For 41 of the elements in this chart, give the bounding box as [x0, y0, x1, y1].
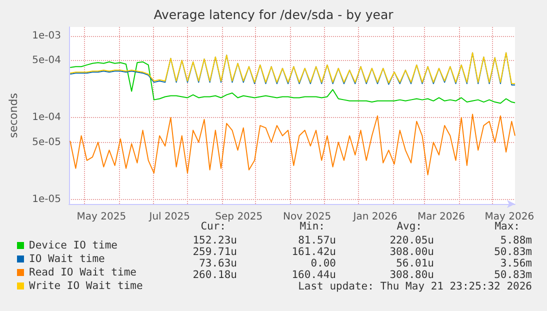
text: 56.01u: [396, 258, 434, 270]
text: 308.80u: [390, 269, 434, 281]
y-axis-title: seconds: [7, 92, 20, 138]
text: Max:: [494, 220, 520, 232]
line-series: [70, 114, 516, 176]
x-tick-label: Mar 2026: [417, 212, 465, 222]
legend-label: Device IO time: [29, 240, 118, 252]
x-tick-label: Nov 2025: [283, 212, 332, 222]
text: Last update: Thu May 21 23:25:32 2026: [298, 280, 532, 292]
text: 160.44u: [292, 269, 336, 281]
text: 81.57u: [298, 234, 336, 246]
y-tick-label: 5e-05: [32, 136, 61, 148]
text: Cur:: [200, 220, 226, 232]
text: 73.63u: [199, 258, 237, 270]
text: 5.88m: [500, 234, 532, 246]
text: Avg:: [396, 220, 422, 232]
text: Min:: [300, 220, 325, 232]
y-tick-label: 1e-04: [32, 112, 61, 124]
x-tick-label: May 2025: [76, 212, 126, 222]
text: 0.00: [310, 258, 336, 270]
text: 308.00u: [390, 246, 434, 258]
text: 220.05u: [390, 234, 434, 246]
x-tick-label: Jan 2026: [352, 212, 398, 222]
y-tick-label: 5e-04: [32, 54, 61, 66]
x-tick-label: May 2026: [484, 212, 534, 222]
text: 161.42u: [292, 246, 336, 258]
x-tick-label: Sep 2025: [215, 212, 263, 222]
x-tick-label: Jul 2025: [148, 212, 190, 222]
line-series: [70, 61, 516, 104]
legend-label: IO Wait time: [29, 253, 105, 265]
legend-label: Write IO Wait time: [29, 280, 143, 292]
text: 152.23u: [192, 234, 237, 246]
legend-label: Read IO Wait time: [29, 266, 136, 278]
text: 260.18u: [192, 269, 237, 281]
text: 50.83m: [494, 269, 532, 281]
text: 3.56m: [500, 258, 532, 270]
y-tick-label: 1e-03: [32, 30, 61, 42]
y-tick-label: 1e-05: [32, 194, 61, 205]
text: 259.71u: [192, 246, 237, 258]
chart-title: Average latency for /dev/sda - by year: [154, 7, 394, 22]
text: 50.83m: [494, 246, 532, 258]
